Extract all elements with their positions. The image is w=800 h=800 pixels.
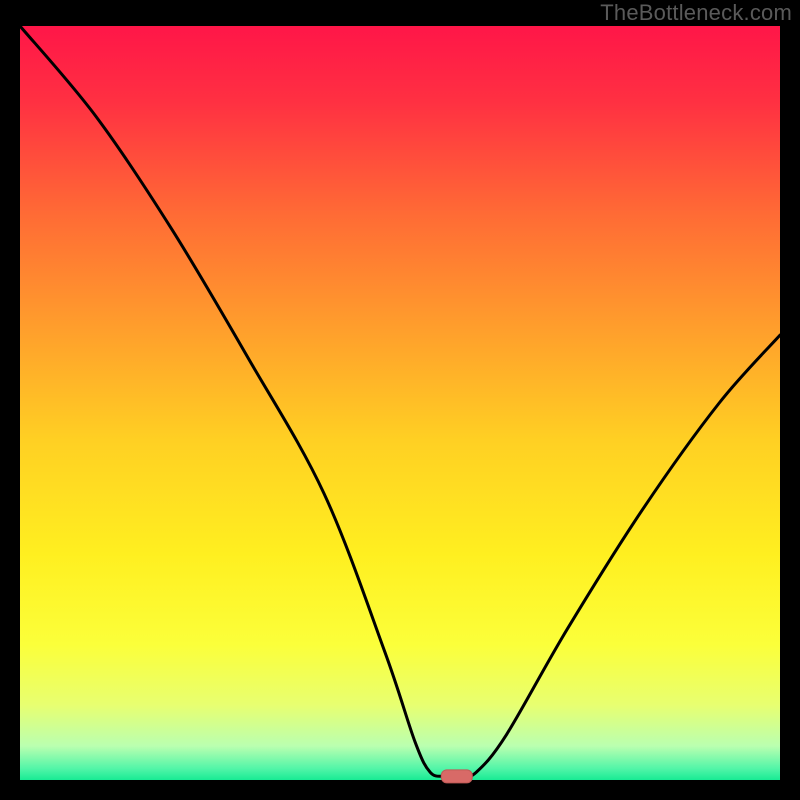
optimal-marker xyxy=(441,770,473,783)
bottleneck-curve xyxy=(20,26,780,780)
plot-area xyxy=(20,26,780,780)
attribution-text: TheBottleneck.com xyxy=(600,0,792,26)
chart-frame: TheBottleneck.com xyxy=(0,0,800,800)
